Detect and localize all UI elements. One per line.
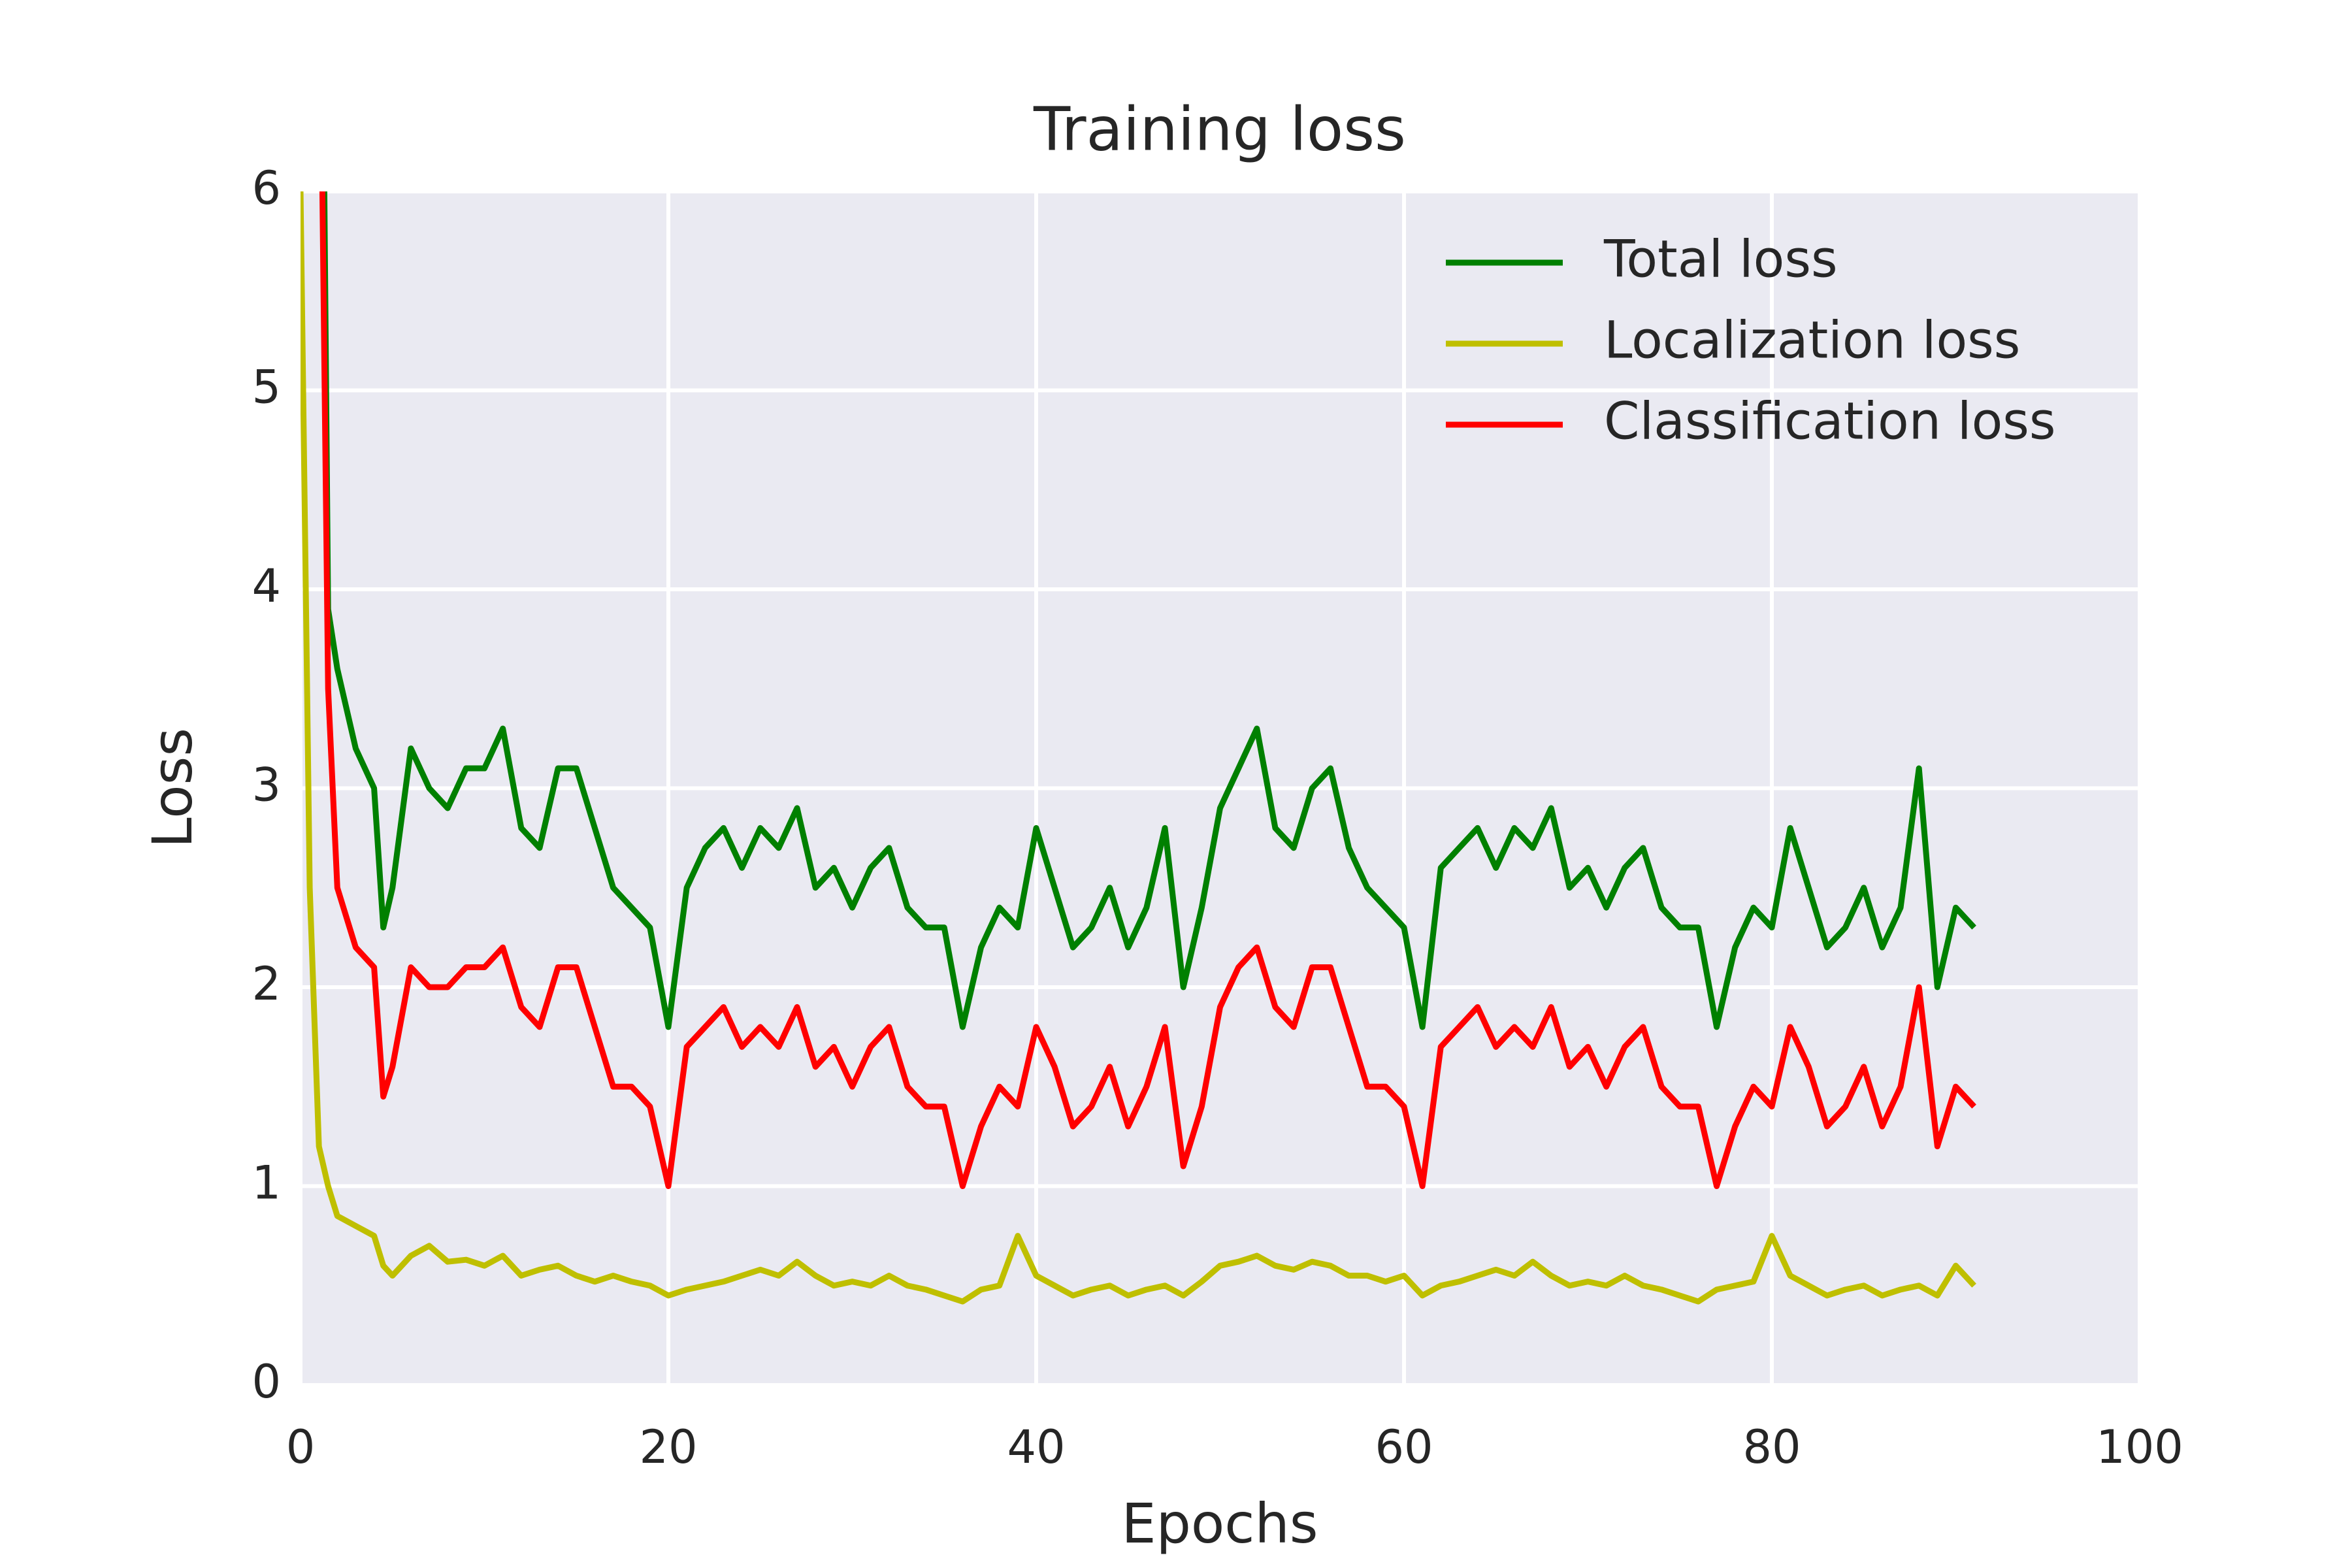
y-tick-label: 4 [252, 559, 281, 613]
y-tick-label: 0 [252, 1355, 281, 1409]
y-axis-label: Loss [140, 728, 204, 848]
x-axis-label: Epochs [1122, 1492, 1318, 1556]
x-tick-label: 40 [1007, 1420, 1065, 1474]
legend-label: Classification loss [1604, 392, 2056, 451]
legend-label: Localization loss [1604, 311, 2020, 370]
x-tick-label: 20 [639, 1420, 697, 1474]
x-tick-label: 0 [286, 1420, 316, 1474]
x-tick-label: 100 [2096, 1420, 2183, 1474]
y-tick-label: 1 [252, 1156, 281, 1210]
y-tick-label: 6 [252, 161, 281, 215]
chart-title: Training loss [1033, 94, 1406, 164]
y-tick-label: 2 [252, 957, 281, 1011]
series-line [321, 191, 1976, 1030]
x-tick-label: 80 [1742, 1420, 1801, 1474]
y-tick-label: 3 [252, 759, 281, 812]
x-tick-label: 60 [1375, 1420, 1433, 1474]
series-line [319, 191, 1976, 1189]
y-tick-label: 5 [252, 361, 281, 414]
lines [301, 191, 1976, 1305]
series-line [301, 191, 1976, 1305]
legend-label: Total loss [1603, 230, 1838, 289]
